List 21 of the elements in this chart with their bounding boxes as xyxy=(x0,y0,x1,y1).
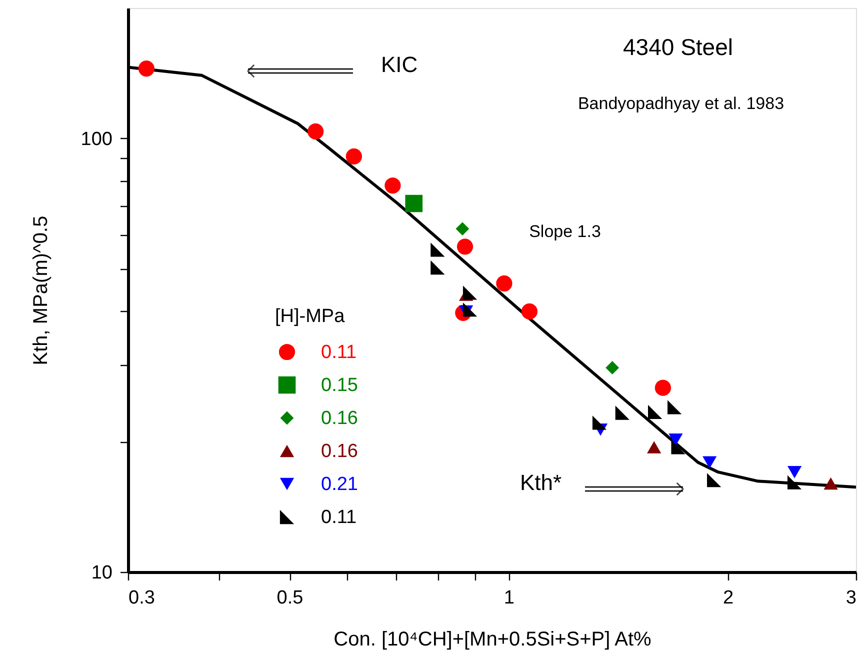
legend-label: 0.11 xyxy=(321,342,357,363)
x-tick-label: 3 xyxy=(846,588,856,608)
legend-label: 0.15 xyxy=(321,375,358,396)
annotation: 4340 Steel xyxy=(623,34,733,60)
y-tick-label: 10 xyxy=(91,562,112,584)
legend-label: 0.16 xyxy=(321,441,358,462)
annotation: Kth* xyxy=(520,470,562,495)
legend-label: 0.16 xyxy=(321,408,358,429)
x-tick-label: 1 xyxy=(504,588,514,608)
legend-label: 0.11 xyxy=(321,507,357,528)
x-tick-label: 0.3 xyxy=(128,588,155,608)
y-tick-label: 100 xyxy=(80,128,112,150)
legend-title: [H]-MPa xyxy=(275,306,346,327)
annotation: KIC xyxy=(381,52,418,77)
y-axis-title: Kth, MPa(m)^0.5 xyxy=(30,216,52,366)
legend-label: 0.21 xyxy=(321,474,358,495)
x-tick-label: 2 xyxy=(723,588,734,608)
x-tick-label: 0.5 xyxy=(276,588,304,608)
annotation: Bandyopadhyay et al. 1983 xyxy=(578,94,784,113)
annotation: Slope 1.3 xyxy=(529,222,601,241)
x-axis-title: Con. [10⁴CH]+[Mn+0.5Si+S+P] At% xyxy=(334,628,652,650)
